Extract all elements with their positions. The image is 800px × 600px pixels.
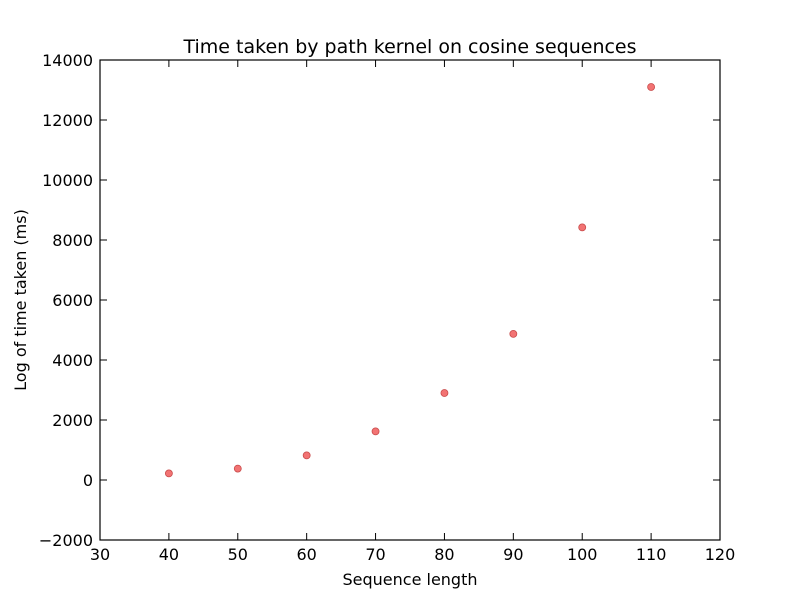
chart-title: Time taken by path kernel on cosine sequ… xyxy=(182,36,636,58)
y-tick-label: 6000 xyxy=(52,291,93,310)
y-tick-label: −2000 xyxy=(39,531,93,550)
data-point xyxy=(164,469,173,478)
x-tick-label: 80 xyxy=(434,545,454,564)
x-tick-label: 100 xyxy=(567,545,598,564)
y-tick-label: 10000 xyxy=(42,171,93,190)
data-point xyxy=(647,83,656,91)
y-axis-label: Log of time taken (ms) xyxy=(11,209,30,391)
y-tick-label: 8000 xyxy=(52,231,93,250)
x-axis-label: Sequence length xyxy=(342,570,477,589)
x-tick-label: 60 xyxy=(296,545,316,564)
x-tick-label: 40 xyxy=(159,545,179,564)
x-tick-label: 30 xyxy=(90,545,110,564)
x-tick-label: 90 xyxy=(503,545,523,564)
data-point xyxy=(440,389,449,397)
data-point xyxy=(371,427,380,436)
data-point xyxy=(509,329,518,338)
y-tick-label: 14000 xyxy=(42,51,93,70)
x-tick-label: 110 xyxy=(636,545,667,564)
data-point xyxy=(578,223,587,232)
plot-area: 30 40 50 60 70 80 90 100 110 120 −2000 0 2000 4000 600… xyxy=(39,51,735,564)
axes-frame xyxy=(99,59,721,541)
y-tick-label: 4000 xyxy=(52,351,93,370)
x-tick-label: 70 xyxy=(365,545,385,564)
x-tick-label: 120 xyxy=(705,545,736,564)
y-tick-label: 0 xyxy=(83,471,93,490)
data-point xyxy=(302,451,311,460)
y-tick-label: 12000 xyxy=(42,111,93,130)
y-tick-label: 2000 xyxy=(52,411,93,430)
x-tick-label: 50 xyxy=(228,545,248,564)
data-point xyxy=(233,464,242,473)
